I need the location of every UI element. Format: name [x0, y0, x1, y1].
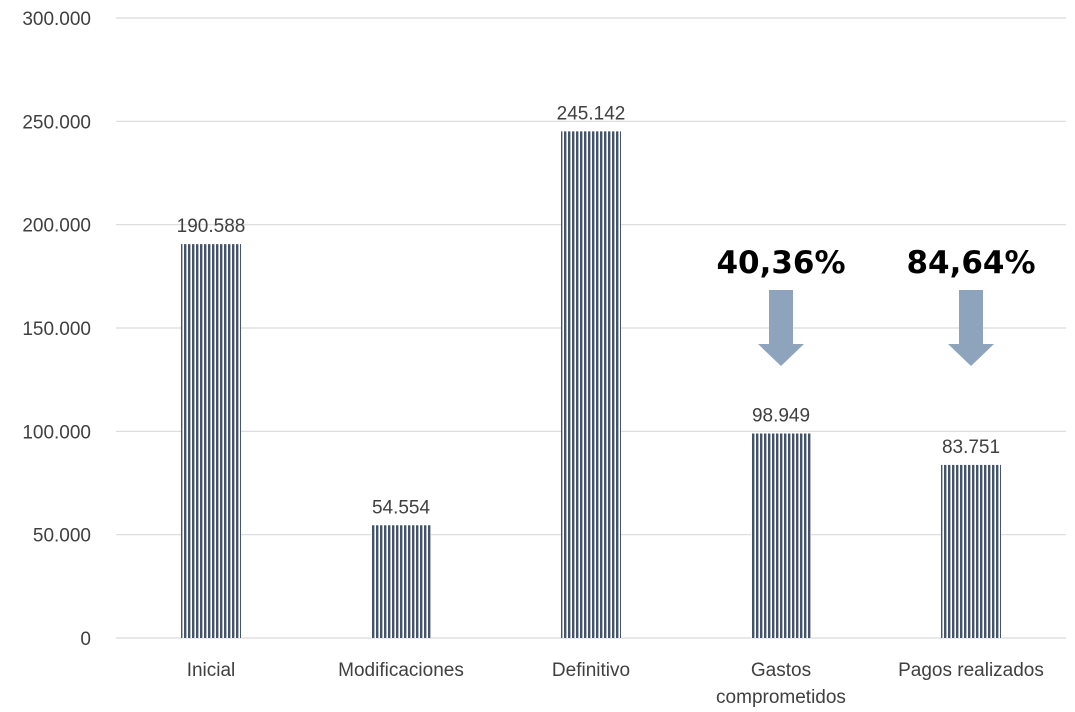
down-arrow-icon: [758, 290, 804, 366]
y-tick-label: 300.000: [22, 9, 91, 30]
x-tick-label-line: Definitivo: [552, 660, 630, 681]
x-tick-label: Pagos realizados: [898, 660, 1044, 681]
y-tick-label: 50.000: [33, 526, 91, 547]
annotation-percentage: 84,64%: [906, 245, 1035, 281]
x-tick-label: Gastos comprometidos: [716, 660, 846, 708]
x-tick-label: Definitivo: [552, 660, 630, 681]
x-tick-label-line: comprometidos: [716, 687, 846, 708]
x-tick-label: Inicial: [187, 660, 236, 681]
data-labels: 190.588 54.554 245.142 98.949 83.751: [177, 103, 1000, 518]
x-axis: Inicial Modificaciones Definitivo Gastos com…: [187, 660, 1044, 708]
x-tick-label-line: Modificaciones: [338, 660, 464, 681]
data-label: 83.751: [942, 437, 1000, 458]
x-tick-label-line: Gastos: [751, 660, 811, 681]
data-label: 245.142: [557, 103, 626, 124]
y-tick-label: 100.000: [22, 422, 91, 443]
x-tick-label-line: Pagos realizados: [898, 660, 1044, 681]
bar: [561, 131, 621, 638]
data-label: 54.554: [372, 497, 431, 518]
annotation-percentage: 40,36%: [716, 245, 845, 281]
bar: [941, 464, 1001, 638]
down-arrow-icon: [948, 290, 994, 366]
x-tick-label-line: Inicial: [187, 660, 236, 681]
y-tick-label: 250.000: [22, 112, 91, 133]
bar: [371, 525, 431, 638]
y-tick-label: 150.000: [22, 319, 91, 340]
data-label: 98.949: [752, 406, 810, 427]
x-tick-label: Modificaciones: [338, 660, 464, 681]
bar: [181, 244, 241, 638]
y-tick-label: 0: [80, 629, 91, 650]
bars: [181, 131, 1001, 638]
y-tick-label: 200.000: [22, 216, 91, 237]
annotations: 40,36% 84,64%: [716, 245, 1036, 366]
data-label: 190.588: [177, 216, 246, 237]
y-axis: 0 50.000 100.000 150.000 200.000 250.000 300.0…: [22, 9, 91, 650]
bar: [751, 433, 811, 638]
